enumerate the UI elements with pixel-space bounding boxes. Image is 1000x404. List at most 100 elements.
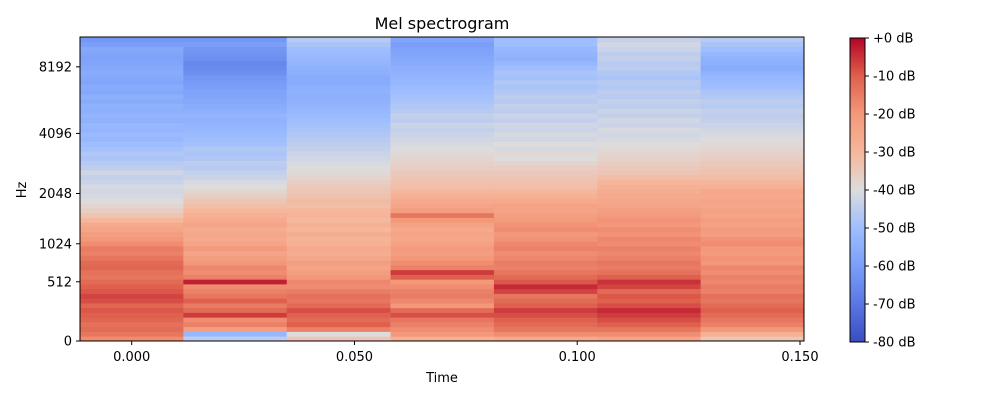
heatmap-cell bbox=[390, 60, 495, 66]
heatmap-cell bbox=[183, 41, 288, 47]
x-axis: 0.000 0.050 0.100 0.150 bbox=[113, 341, 819, 365]
heatmap-cell bbox=[390, 141, 495, 147]
heatmap-cell bbox=[597, 260, 702, 266]
heatmap-cell bbox=[493, 113, 598, 119]
heatmap-cell bbox=[390, 160, 495, 166]
heatmap-cell bbox=[700, 170, 805, 176]
heatmap-cell bbox=[183, 179, 288, 185]
heatmap-cell bbox=[80, 336, 184, 342]
heatmap-cell bbox=[390, 293, 495, 299]
heatmap-cell bbox=[183, 146, 288, 152]
heatmap-cell bbox=[183, 113, 288, 119]
heatmap-cell bbox=[286, 203, 391, 209]
heatmap-cell bbox=[183, 89, 288, 95]
heatmap-cell bbox=[80, 155, 184, 161]
heatmap-cell bbox=[597, 303, 702, 309]
heatmap-cell bbox=[700, 288, 805, 294]
heatmap-cell bbox=[493, 331, 598, 337]
heatmap-cell bbox=[700, 303, 805, 309]
heatmap-cell bbox=[183, 241, 288, 247]
y-tick-label: 4096 bbox=[39, 127, 72, 142]
heatmap-cell bbox=[390, 303, 495, 309]
heatmap-cell bbox=[700, 284, 805, 290]
heatmap-cell bbox=[183, 246, 288, 252]
y-tick-label: 2048 bbox=[39, 187, 72, 202]
heatmap-cell bbox=[183, 132, 288, 138]
heatmap-cell bbox=[286, 255, 391, 261]
colorbar-tick-label: -30 dB bbox=[873, 146, 916, 161]
heatmap-cell bbox=[80, 231, 184, 237]
heatmap-cell bbox=[493, 241, 598, 247]
heatmap-cell bbox=[286, 236, 391, 242]
heatmap-cell bbox=[493, 317, 598, 323]
heatmap-cell bbox=[700, 203, 805, 209]
heatmap-cell bbox=[390, 151, 495, 157]
heatmap-cell bbox=[286, 231, 391, 237]
heatmap-cell bbox=[390, 94, 495, 100]
heatmap-cell bbox=[597, 284, 702, 290]
heatmap-cell bbox=[700, 198, 805, 204]
heatmap-cell bbox=[183, 70, 288, 76]
heatmap-cell bbox=[183, 250, 288, 256]
heatmap-cell bbox=[700, 174, 805, 180]
heatmap-cell bbox=[493, 288, 598, 294]
heatmap-cell bbox=[700, 136, 805, 142]
heatmap-cell bbox=[390, 89, 495, 95]
heatmap-cell bbox=[286, 89, 391, 95]
heatmap-cell bbox=[597, 170, 702, 176]
heatmap-cell bbox=[493, 89, 598, 95]
heatmap-cell bbox=[700, 331, 805, 337]
heatmap-cell bbox=[493, 250, 598, 256]
heatmap-cell bbox=[286, 260, 391, 266]
heatmap-cell bbox=[700, 75, 805, 81]
heatmap-cell bbox=[183, 56, 288, 62]
heatmap-cell bbox=[700, 231, 805, 237]
heatmap-cell bbox=[390, 227, 495, 233]
heatmap-cell bbox=[390, 203, 495, 209]
heatmap-cell bbox=[286, 198, 391, 204]
heatmap-cell bbox=[700, 41, 805, 47]
heatmap-cell bbox=[597, 174, 702, 180]
heatmap-cell bbox=[597, 250, 702, 256]
heatmap-cell bbox=[80, 184, 184, 190]
heatmap-cell bbox=[80, 75, 184, 81]
heatmap-cell bbox=[700, 241, 805, 247]
heatmap-cell bbox=[390, 231, 495, 237]
heatmap-cell bbox=[597, 151, 702, 157]
heatmap-cell bbox=[390, 236, 495, 242]
heatmap-cell bbox=[597, 322, 702, 328]
heatmap-cell bbox=[80, 312, 184, 318]
heatmap-cell bbox=[597, 94, 702, 100]
heatmap-cell bbox=[493, 312, 598, 318]
heatmap-cell bbox=[700, 227, 805, 233]
y-axis-label: Hz bbox=[15, 182, 30, 199]
heatmap-cell bbox=[183, 255, 288, 261]
heatmap-cell bbox=[390, 193, 495, 199]
heatmap-cell bbox=[493, 146, 598, 152]
heatmap-cell bbox=[493, 37, 598, 43]
heatmap-cell bbox=[80, 303, 184, 309]
heatmap-cell bbox=[390, 136, 495, 142]
heatmap-cell bbox=[597, 331, 702, 337]
heatmap-cell bbox=[80, 255, 184, 261]
plot-frame bbox=[79, 36, 805, 342]
heatmap-cell bbox=[390, 336, 495, 342]
heatmap-cell bbox=[80, 260, 184, 266]
heatmap-cell bbox=[493, 236, 598, 242]
colorbar-tick-label: -40 dB bbox=[873, 184, 916, 199]
heatmap-cell bbox=[80, 89, 184, 95]
heatmap-cell bbox=[286, 307, 391, 313]
heatmap-cell bbox=[183, 236, 288, 242]
heatmap-cell bbox=[493, 208, 598, 214]
heatmap-cell bbox=[390, 113, 495, 119]
heatmap-cell bbox=[700, 189, 805, 195]
heatmap-cell bbox=[80, 293, 184, 299]
heatmap-cell bbox=[286, 269, 391, 275]
heatmap-cell bbox=[80, 117, 184, 123]
heatmap-cell bbox=[700, 103, 805, 109]
heatmap-cell bbox=[390, 170, 495, 176]
heatmap-cell bbox=[80, 331, 184, 337]
heatmap-cell bbox=[286, 160, 391, 166]
heatmap-cell bbox=[286, 108, 391, 114]
heatmap-cell bbox=[597, 269, 702, 275]
